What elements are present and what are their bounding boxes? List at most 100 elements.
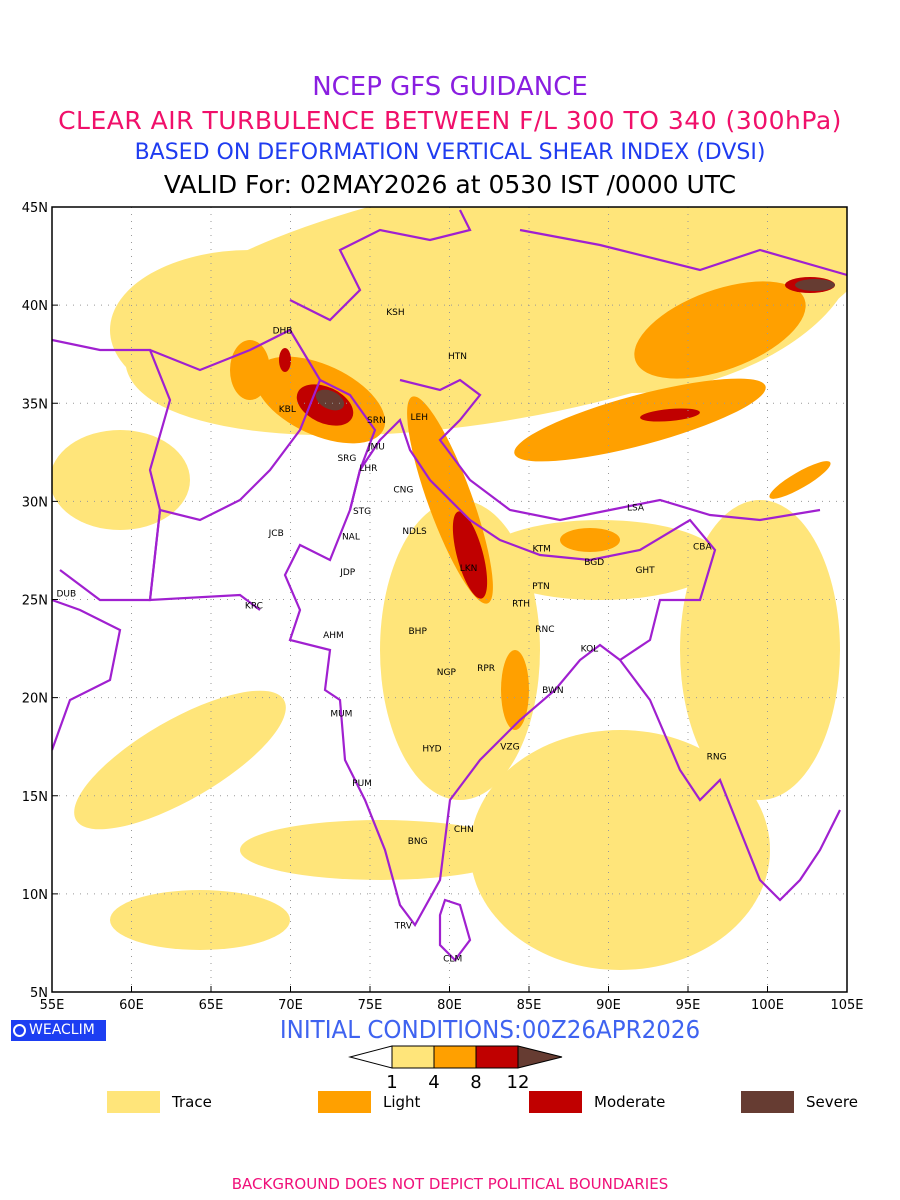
lon-tick-label: 55E bbox=[40, 998, 65, 1010]
station-label: AHM bbox=[323, 631, 344, 641]
legend-severe: Severe bbox=[741, 1091, 858, 1113]
turbulence-patch bbox=[279, 348, 291, 372]
legend-swatch bbox=[107, 1091, 160, 1113]
legend-swatch bbox=[529, 1091, 582, 1113]
disclaimer: BACKGROUND DOES NOT DEPICT POLITICAL BOU… bbox=[231, 1175, 669, 1193]
colorbar-bin bbox=[475, 1045, 519, 1069]
turbulence-patch bbox=[501, 650, 529, 730]
station-label: CNG bbox=[393, 486, 413, 496]
station-label: DHB bbox=[273, 327, 293, 337]
station-label: LKN bbox=[460, 564, 478, 574]
station-label: LSA bbox=[627, 503, 645, 513]
turbulence-patch bbox=[514, 378, 766, 462]
station-label: HTN bbox=[448, 352, 467, 362]
station-label: SRN bbox=[367, 416, 386, 426]
lon-tick-label: 60E bbox=[119, 998, 144, 1010]
turbulence-patch bbox=[350, 210, 470, 270]
station-label: PUM bbox=[352, 779, 372, 789]
colorbar-low-arrow bbox=[348, 1045, 393, 1069]
colorbar-bin bbox=[391, 1045, 435, 1069]
lon-tick-label: 65E bbox=[199, 998, 224, 1010]
lon-tick-label: 105E bbox=[830, 998, 863, 1010]
turbulence-patch bbox=[110, 890, 290, 950]
station-label: BHP bbox=[409, 627, 428, 637]
station-label: JDP bbox=[339, 568, 356, 578]
lat-tick-label: 40N bbox=[22, 299, 48, 314]
station-label: MUM bbox=[330, 709, 352, 719]
turbulence-patch bbox=[795, 279, 835, 291]
legend-moderate: Moderate bbox=[529, 1091, 665, 1113]
afghan-pak-border bbox=[148, 328, 377, 611]
lon-tick-label: 70E bbox=[278, 998, 303, 1010]
turbulence-patch bbox=[560, 528, 620, 552]
lon-tick-label: 75E bbox=[358, 998, 383, 1010]
turbulence-patch bbox=[634, 281, 806, 379]
legend-label: Trace bbox=[172, 1093, 212, 1111]
weaclim-logo: WEACLIM bbox=[11, 1020, 106, 1041]
station-label: NGP bbox=[437, 668, 457, 678]
logo-text: WEACLIM bbox=[29, 1022, 95, 1038]
station-label: JCB bbox=[268, 529, 284, 539]
colorbar-level-label: 4 bbox=[428, 1072, 439, 1093]
colorbar-bin bbox=[433, 1045, 477, 1069]
station-label: GHT bbox=[635, 566, 655, 576]
station-label: LEH bbox=[411, 413, 428, 423]
iran-border bbox=[52, 338, 172, 602]
legend-swatch bbox=[318, 1091, 371, 1113]
mongolia-border bbox=[519, 228, 847, 277]
station-label: KBL bbox=[279, 405, 296, 415]
station-label: KSH bbox=[386, 308, 404, 318]
lat-tick-label: 45N bbox=[22, 201, 48, 216]
station-label: SRG bbox=[337, 454, 356, 464]
axis-ticks: 55E 60E 65E 70E 75E 80E 85E 90E 95E 100E 105E 45N 40… bbox=[22, 201, 864, 1010]
station-label: RTH bbox=[512, 599, 530, 609]
lat-tick-label: 10N bbox=[22, 888, 48, 903]
legend-label: Moderate bbox=[594, 1093, 666, 1111]
colorbar-level-label: 1 bbox=[386, 1072, 397, 1093]
station-label: KTM bbox=[532, 544, 550, 554]
turbulence-patch bbox=[470, 730, 770, 970]
colorbar-level-label: 8 bbox=[470, 1072, 481, 1093]
lat-tick-label: 35N bbox=[22, 397, 48, 412]
station-label: JMU bbox=[367, 442, 385, 452]
station-label: CLM bbox=[443, 955, 462, 965]
station-label: HYD bbox=[422, 745, 441, 755]
station-label: RNG bbox=[707, 753, 727, 763]
turbulence-patch bbox=[680, 500, 840, 800]
legend-label: Light bbox=[383, 1093, 421, 1111]
station-label: LHR bbox=[359, 464, 377, 474]
valid-time: VALID For: 02MAY2026 at 0530 IST /0000 U… bbox=[163, 170, 737, 199]
logo-ring-icon bbox=[13, 1024, 26, 1037]
station-label: VZG bbox=[500, 743, 519, 753]
lat-tick-label: 15N bbox=[22, 790, 48, 805]
lat-tick-label: 30N bbox=[22, 495, 48, 510]
turbulence-patch bbox=[640, 408, 700, 422]
title-line-3: BASED ON DEFORMATION VERTICAL SHEAR INDE… bbox=[134, 140, 766, 165]
turbulence-patch bbox=[74, 690, 286, 830]
initial-conditions: INITIAL CONDITIONS:00Z26APR2026 bbox=[279, 1015, 701, 1044]
station-label: KRC bbox=[245, 601, 263, 611]
colorbar-high-arrow bbox=[517, 1045, 563, 1069]
station-label: NDLS bbox=[402, 527, 427, 537]
station-label: TRV bbox=[394, 921, 413, 931]
lon-tick-label: 90E bbox=[596, 998, 621, 1010]
lon-tick-label: 80E bbox=[437, 998, 462, 1010]
station-label: CBA bbox=[693, 543, 712, 553]
china-border bbox=[289, 209, 821, 522]
lat-tick-label: 25N bbox=[22, 594, 48, 609]
colorbar-level-label: 12 bbox=[507, 1072, 530, 1093]
arabia-coast bbox=[52, 598, 122, 751]
legend-swatch bbox=[741, 1091, 794, 1113]
legend-label: Severe bbox=[806, 1093, 858, 1111]
station-label: BNG bbox=[408, 837, 428, 847]
india-outline bbox=[283, 417, 717, 928]
lat-tick-label: 5N bbox=[30, 986, 48, 1001]
title-line-2: CLEAR AIR TURBULENCE BETWEEN F/L 300 TO … bbox=[58, 106, 842, 135]
legend-trace: Trace bbox=[107, 1091, 212, 1113]
turbulence-patch bbox=[769, 461, 831, 499]
myanmar-coast bbox=[619, 659, 841, 902]
station-label: RNC bbox=[535, 625, 554, 635]
turbulence-patch bbox=[315, 389, 345, 411]
lon-tick-label: 85E bbox=[517, 998, 542, 1010]
station-label: PTN bbox=[532, 582, 550, 592]
